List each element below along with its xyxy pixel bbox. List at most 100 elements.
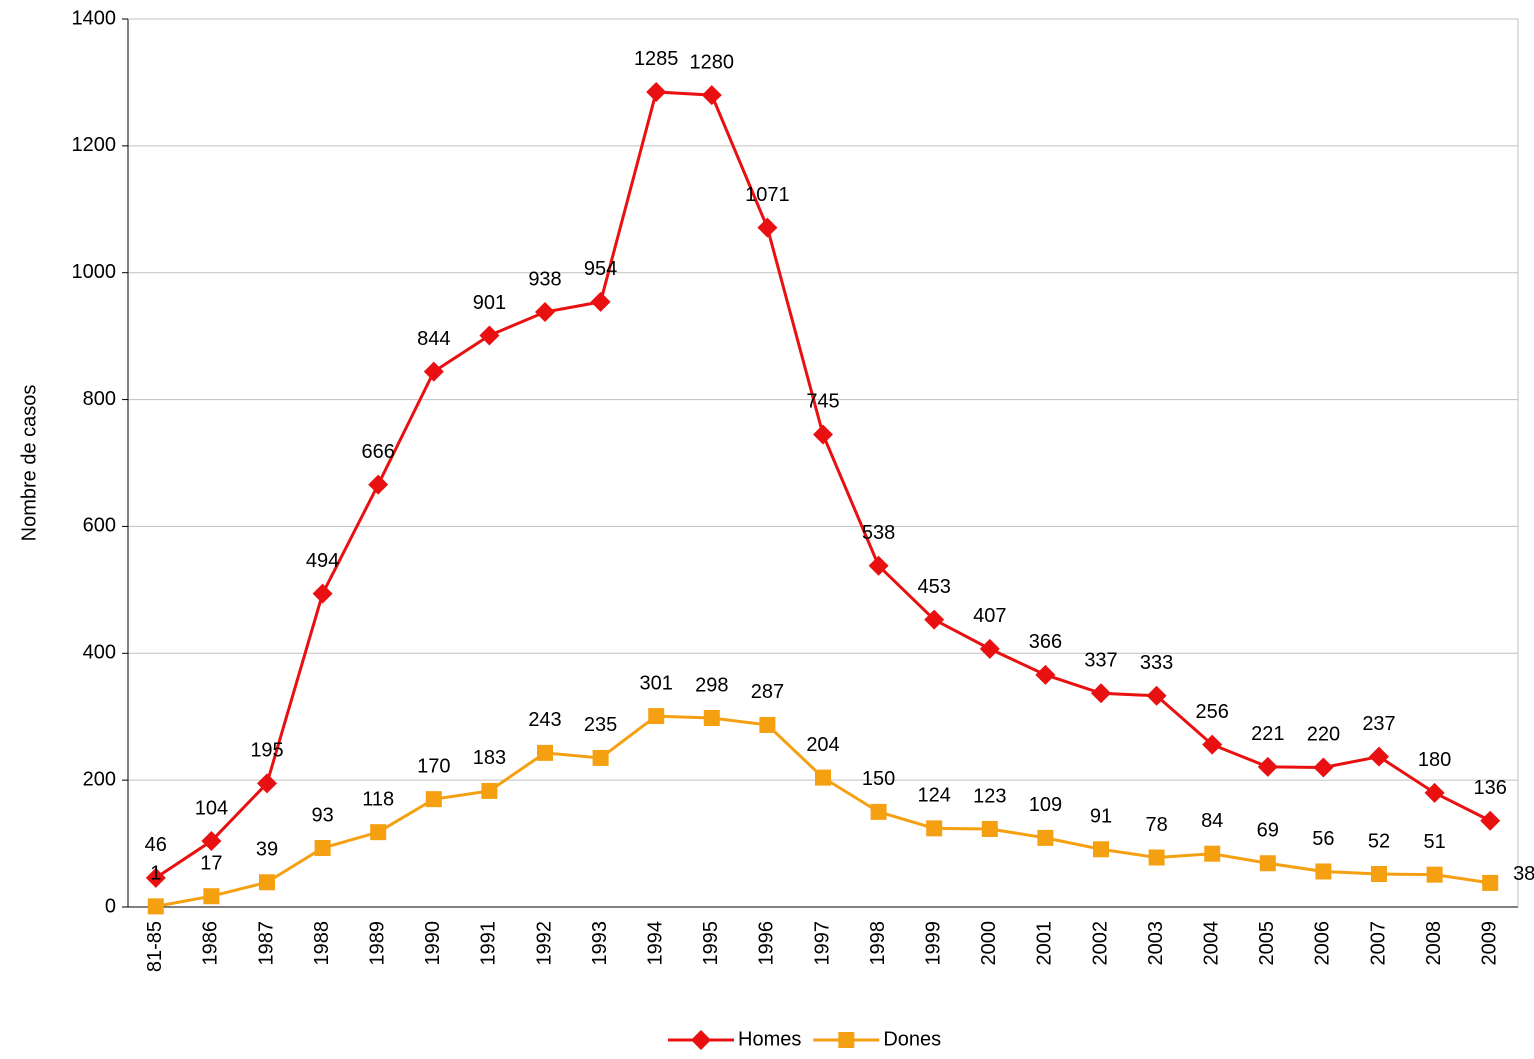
marker bbox=[1371, 866, 1387, 883]
marker bbox=[701, 85, 722, 106]
data-label: 104 bbox=[195, 797, 228, 819]
marker bbox=[868, 555, 889, 576]
x-tick-label: 1996 bbox=[756, 921, 778, 966]
data-label: 745 bbox=[806, 391, 839, 413]
marker bbox=[257, 773, 277, 794]
data-label: 407 bbox=[973, 605, 1006, 627]
marker bbox=[370, 824, 387, 841]
data-label: 220 bbox=[1307, 724, 1340, 746]
x-tick-label: 2000 bbox=[978, 921, 1000, 966]
marker bbox=[924, 609, 945, 630]
marker bbox=[979, 638, 1000, 659]
legend-label: Homes bbox=[738, 1028, 801, 1050]
data-label: 1285 bbox=[634, 48, 679, 70]
data-label: 1280 bbox=[690, 51, 735, 73]
x-tick-label: 1988 bbox=[311, 921, 333, 966]
data-label: 183 bbox=[473, 747, 506, 769]
x-tick-label: 2008 bbox=[1423, 921, 1445, 966]
data-label: 52 bbox=[1368, 830, 1390, 852]
x-tick-label: 2003 bbox=[1145, 921, 1167, 966]
marker bbox=[813, 424, 833, 445]
x-tick-label: 1995 bbox=[700, 921, 722, 966]
data-label: 844 bbox=[417, 328, 450, 350]
data-label: 287 bbox=[751, 681, 784, 703]
marker bbox=[648, 708, 665, 725]
x-tick-label: 2001 bbox=[1034, 921, 1056, 966]
marker bbox=[1313, 757, 1334, 778]
data-label: 954 bbox=[584, 258, 617, 280]
data-label: 78 bbox=[1145, 814, 1167, 836]
x-tick-label: 1991 bbox=[478, 921, 500, 966]
marker bbox=[479, 325, 500, 346]
marker bbox=[703, 709, 720, 726]
marker bbox=[838, 1032, 855, 1048]
marker bbox=[312, 583, 333, 604]
marker bbox=[1482, 874, 1499, 891]
data-label: 901 bbox=[473, 292, 506, 314]
y-tick-label: 400 bbox=[83, 642, 116, 664]
data-label: 124 bbox=[918, 785, 951, 807]
data-label: 38 bbox=[1513, 863, 1534, 885]
marker bbox=[691, 1030, 711, 1050]
data-label: 56 bbox=[1312, 828, 1334, 850]
x-tick-label: 1993 bbox=[589, 921, 611, 966]
data-label: 195 bbox=[250, 740, 283, 762]
data-label: 118 bbox=[362, 788, 394, 810]
marker bbox=[759, 716, 776, 733]
marker bbox=[1035, 664, 1056, 685]
marker bbox=[592, 749, 609, 766]
marker bbox=[423, 361, 444, 382]
data-label: 237 bbox=[1362, 713, 1395, 735]
data-label: 91 bbox=[1090, 806, 1112, 828]
data-label: 39 bbox=[256, 839, 278, 861]
series-line bbox=[154, 90, 1491, 880]
data-label: 453 bbox=[918, 576, 951, 598]
marker bbox=[1257, 756, 1278, 777]
marker bbox=[1148, 849, 1165, 866]
marker bbox=[757, 217, 778, 238]
y-tick-label: 600 bbox=[83, 515, 116, 537]
marker bbox=[981, 820, 998, 837]
data-label: 136 bbox=[1474, 777, 1507, 799]
marker bbox=[815, 769, 831, 786]
marker bbox=[926, 820, 943, 837]
x-tick-label: 2007 bbox=[1367, 921, 1389, 966]
data-label: 243 bbox=[528, 709, 561, 731]
data-label: 221 bbox=[1251, 723, 1284, 745]
data-label: 51 bbox=[1423, 831, 1445, 853]
y-tick-label: 1200 bbox=[72, 134, 117, 156]
data-label: 298 bbox=[695, 674, 728, 696]
data-label: 494 bbox=[306, 550, 339, 572]
data-label: 333 bbox=[1140, 652, 1173, 674]
y-tick-label: 1400 bbox=[72, 7, 117, 29]
x-tick-label: 1989 bbox=[366, 921, 388, 966]
y-tick-label: 1000 bbox=[72, 261, 117, 283]
marker bbox=[314, 840, 331, 857]
data-label: 170 bbox=[417, 755, 450, 777]
marker bbox=[147, 898, 164, 915]
x-tick-label: 1990 bbox=[422, 921, 444, 966]
data-label: 204 bbox=[806, 734, 839, 756]
data-label: 1 bbox=[150, 863, 161, 885]
data-label: 337 bbox=[1084, 650, 1117, 672]
marker bbox=[646, 81, 667, 102]
y-tick-label: 0 bbox=[105, 895, 116, 917]
x-tick-label: 81-85 bbox=[144, 921, 166, 972]
data-label: 366 bbox=[1029, 631, 1062, 653]
x-tick-label: 1999 bbox=[922, 921, 944, 966]
x-tick-label: 2004 bbox=[1200, 921, 1222, 966]
marker bbox=[1480, 810, 1501, 831]
data-label: 938 bbox=[528, 268, 561, 290]
x-tick-label: 2002 bbox=[1089, 921, 1111, 966]
x-tick-label: 2009 bbox=[1478, 921, 1500, 966]
data-label: 301 bbox=[640, 672, 673, 694]
data-label: 235 bbox=[584, 714, 617, 736]
data-label: 538 bbox=[862, 522, 895, 544]
data-label: 69 bbox=[1257, 820, 1279, 842]
x-tick-label: 2005 bbox=[1256, 921, 1278, 966]
data-label: 109 bbox=[1029, 794, 1062, 816]
x-tick-label: 1997 bbox=[811, 921, 833, 966]
data-label: 46 bbox=[145, 834, 167, 856]
marker bbox=[535, 302, 555, 323]
